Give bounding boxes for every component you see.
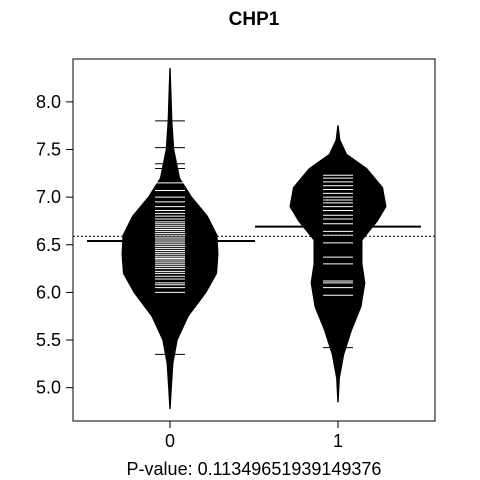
- y-tick-label: 6.5: [36, 235, 61, 255]
- marks-layer: [87, 120, 421, 355]
- y-tick-label: 7.0: [36, 187, 61, 207]
- x-axis-label: P-value: 0.11349651939149376: [127, 459, 382, 479]
- y-tick-label: 5.5: [36, 330, 61, 350]
- y-axis: 5.0 5.5 6.0 6.5 7.0 7.5 8.0: [36, 92, 73, 398]
- y-tick-label: 5.0: [36, 378, 61, 398]
- y-tick-label: 8.0: [36, 92, 61, 112]
- y-tick-label: 6.0: [36, 282, 61, 302]
- chart-title: CHP1: [229, 9, 280, 30]
- y-tick-label: 7.5: [36, 140, 61, 160]
- plot-frame: [72, 58, 436, 422]
- x-tick-label: 1: [333, 431, 343, 451]
- x-tick-label: 0: [165, 431, 175, 451]
